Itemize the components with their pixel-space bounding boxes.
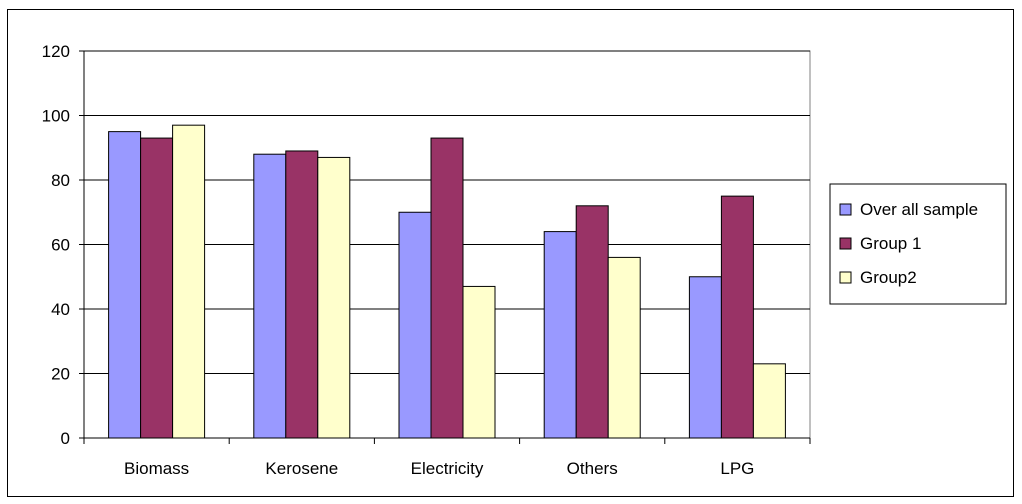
y-tick-label: 120 — [42, 42, 70, 61]
bar-biomass-series-1 — [108, 131, 142, 439]
bar-others-series-3 — [607, 256, 641, 439]
legend-label: Group2 — [860, 268, 917, 287]
legend-label: Over all sample — [860, 200, 978, 219]
bar-kerosene-series-3 — [317, 156, 351, 439]
legend-swatch — [839, 203, 852, 216]
bar-lpg-series-3 — [752, 363, 786, 439]
bar-biomass-series-3 — [172, 124, 206, 439]
x-tick-label: Biomass — [124, 459, 189, 478]
legend-swatch — [839, 271, 852, 284]
x-tick-label: Others — [567, 459, 618, 478]
y-tick-label: 100 — [42, 107, 70, 126]
legend-box — [829, 183, 1007, 305]
y-tick-label: 60 — [51, 236, 70, 255]
x-tick-label: LPG — [720, 459, 754, 478]
bar-kerosene-series-2 — [285, 150, 319, 439]
bar-electricity-series-1 — [398, 211, 432, 439]
bar-biomass-series-2 — [140, 137, 174, 439]
plot-area: 0 20 40 60 80 100 120 Biomass Kerosene Electrici… — [42, 42, 811, 478]
y-tick-label: 20 — [51, 365, 70, 384]
y-axis-ticks: 0 20 40 60 80 100 120 — [42, 42, 84, 448]
bar-electricity-series-2 — [430, 137, 464, 439]
bar-lpg-series-1 — [688, 276, 722, 439]
x-axis-ticks: Biomass Kerosene Electricity Others LPG — [83, 438, 811, 478]
bar-others-series-1 — [543, 231, 577, 439]
legend-swatch — [839, 237, 852, 250]
bar-lpg-series-2 — [720, 195, 754, 439]
y-tick-label: 40 — [51, 300, 70, 319]
y-tick-label: 0 — [61, 429, 70, 448]
bars — [108, 124, 786, 439]
bar-electricity-series-3 — [462, 285, 496, 439]
x-tick-label: Electricity — [411, 459, 484, 478]
y-tick-label: 80 — [51, 171, 70, 190]
bar-kerosene-series-1 — [253, 153, 287, 439]
legend-label: Group 1 — [860, 234, 921, 253]
bar-others-series-2 — [575, 205, 609, 439]
x-tick-label: Kerosene — [265, 459, 338, 478]
legend: Over all sample Group 1 Group2 — [829, 183, 1007, 305]
